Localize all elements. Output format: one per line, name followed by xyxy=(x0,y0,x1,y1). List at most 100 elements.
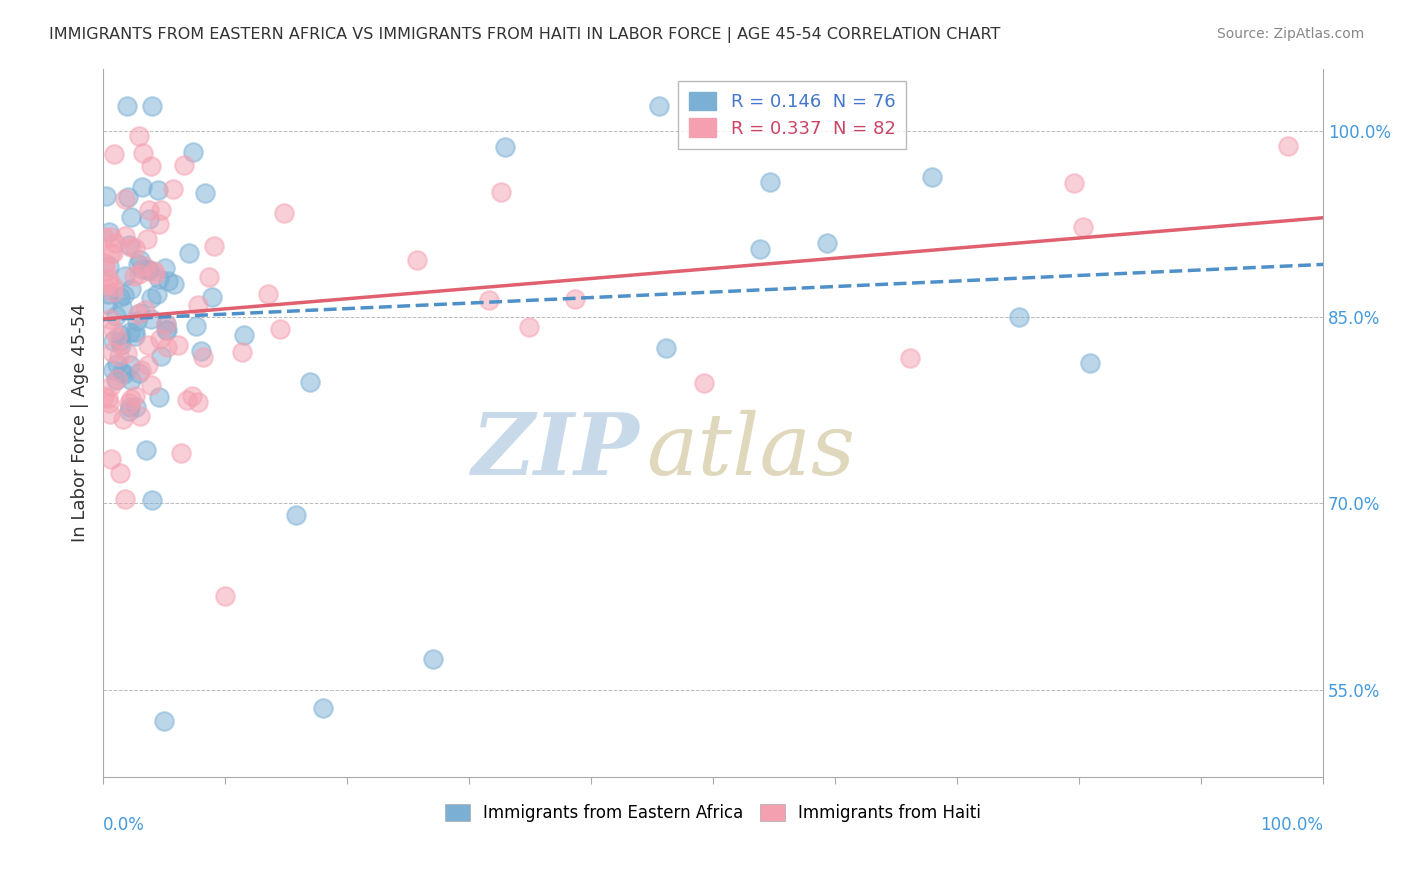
Point xyxy=(114,268,136,283)
Point xyxy=(153,261,176,276)
Point xyxy=(489,185,512,199)
Point xyxy=(155,323,177,337)
Point xyxy=(100,246,122,260)
Point xyxy=(101,363,124,377)
Point xyxy=(120,374,142,388)
Text: IMMIGRANTS FROM EASTERN AFRICA VS IMMIGRANTS FROM HAITI IN LABOR FORCE | AGE 45-: IMMIGRANTS FROM EASTERN AFRICA VS IMMIGR… xyxy=(49,27,1001,43)
Point xyxy=(101,279,124,293)
Point xyxy=(156,340,179,354)
Point xyxy=(180,389,202,403)
Point xyxy=(655,341,678,355)
Point xyxy=(162,277,184,291)
Point xyxy=(749,242,772,256)
Point xyxy=(117,190,139,204)
Point xyxy=(131,363,153,377)
Point xyxy=(181,145,204,159)
Point xyxy=(139,312,162,326)
Point xyxy=(110,338,132,352)
Point xyxy=(148,217,170,231)
Point xyxy=(1008,310,1031,324)
Point xyxy=(127,314,149,328)
Point xyxy=(104,373,127,387)
Point xyxy=(129,306,152,320)
Point xyxy=(166,338,188,352)
Point xyxy=(118,395,141,409)
Point xyxy=(148,391,170,405)
Point xyxy=(693,376,716,391)
Point xyxy=(648,99,671,113)
Point xyxy=(111,300,134,314)
Point xyxy=(115,345,138,359)
Point xyxy=(138,263,160,277)
Point xyxy=(124,329,146,343)
Point xyxy=(141,378,163,392)
Point xyxy=(114,229,136,244)
Point xyxy=(101,246,124,260)
Point xyxy=(136,232,159,246)
Point xyxy=(97,391,120,405)
Point xyxy=(231,344,253,359)
Point xyxy=(132,146,155,161)
Point xyxy=(120,401,142,415)
Point xyxy=(98,395,121,409)
Point xyxy=(108,290,131,304)
Point xyxy=(162,182,184,196)
Point xyxy=(122,268,145,283)
Point xyxy=(124,389,146,403)
Legend: Immigrants from Eastern Africa, Immigrants from Haiti: Immigrants from Eastern Africa, Immigran… xyxy=(439,797,988,829)
Point xyxy=(103,323,125,337)
Point xyxy=(194,186,217,200)
Point xyxy=(98,225,121,239)
Point xyxy=(120,282,142,296)
Point xyxy=(1071,220,1094,235)
Point xyxy=(191,351,214,365)
Point xyxy=(1078,356,1101,370)
Point xyxy=(153,714,176,728)
Point xyxy=(214,590,236,604)
Point xyxy=(478,293,501,308)
Text: 0.0%: 0.0% xyxy=(103,815,145,833)
Point xyxy=(129,409,152,423)
Point xyxy=(128,268,150,282)
Point xyxy=(96,296,118,310)
Point xyxy=(112,367,135,381)
Point xyxy=(100,378,122,392)
Point xyxy=(120,392,142,407)
Point xyxy=(114,192,136,206)
Point xyxy=(120,210,142,224)
Y-axis label: In Labor Force | Age 45-54: In Labor Force | Age 45-54 xyxy=(72,303,89,541)
Point xyxy=(93,389,115,403)
Point xyxy=(101,344,124,359)
Point xyxy=(142,264,165,278)
Point xyxy=(269,321,291,335)
Point xyxy=(136,358,159,372)
Point xyxy=(111,365,134,379)
Point xyxy=(284,508,307,522)
Point xyxy=(139,159,162,173)
Point xyxy=(127,306,149,320)
Point xyxy=(198,269,221,284)
Point xyxy=(564,293,586,307)
Point xyxy=(134,260,156,274)
Point xyxy=(118,325,141,339)
Point xyxy=(94,263,117,277)
Point xyxy=(120,240,142,254)
Text: atlas: atlas xyxy=(645,409,855,492)
Point xyxy=(257,287,280,301)
Point xyxy=(298,375,321,389)
Point xyxy=(124,241,146,255)
Point xyxy=(921,169,943,184)
Point xyxy=(98,407,121,421)
Point xyxy=(141,99,163,113)
Point xyxy=(141,493,163,508)
Point xyxy=(157,274,180,288)
Point xyxy=(176,392,198,407)
Point xyxy=(815,235,838,250)
Point xyxy=(187,395,209,409)
Point xyxy=(124,326,146,340)
Point xyxy=(112,287,135,301)
Point xyxy=(138,212,160,227)
Point xyxy=(150,349,173,363)
Text: ZIP: ZIP xyxy=(472,409,640,492)
Point xyxy=(519,320,541,334)
